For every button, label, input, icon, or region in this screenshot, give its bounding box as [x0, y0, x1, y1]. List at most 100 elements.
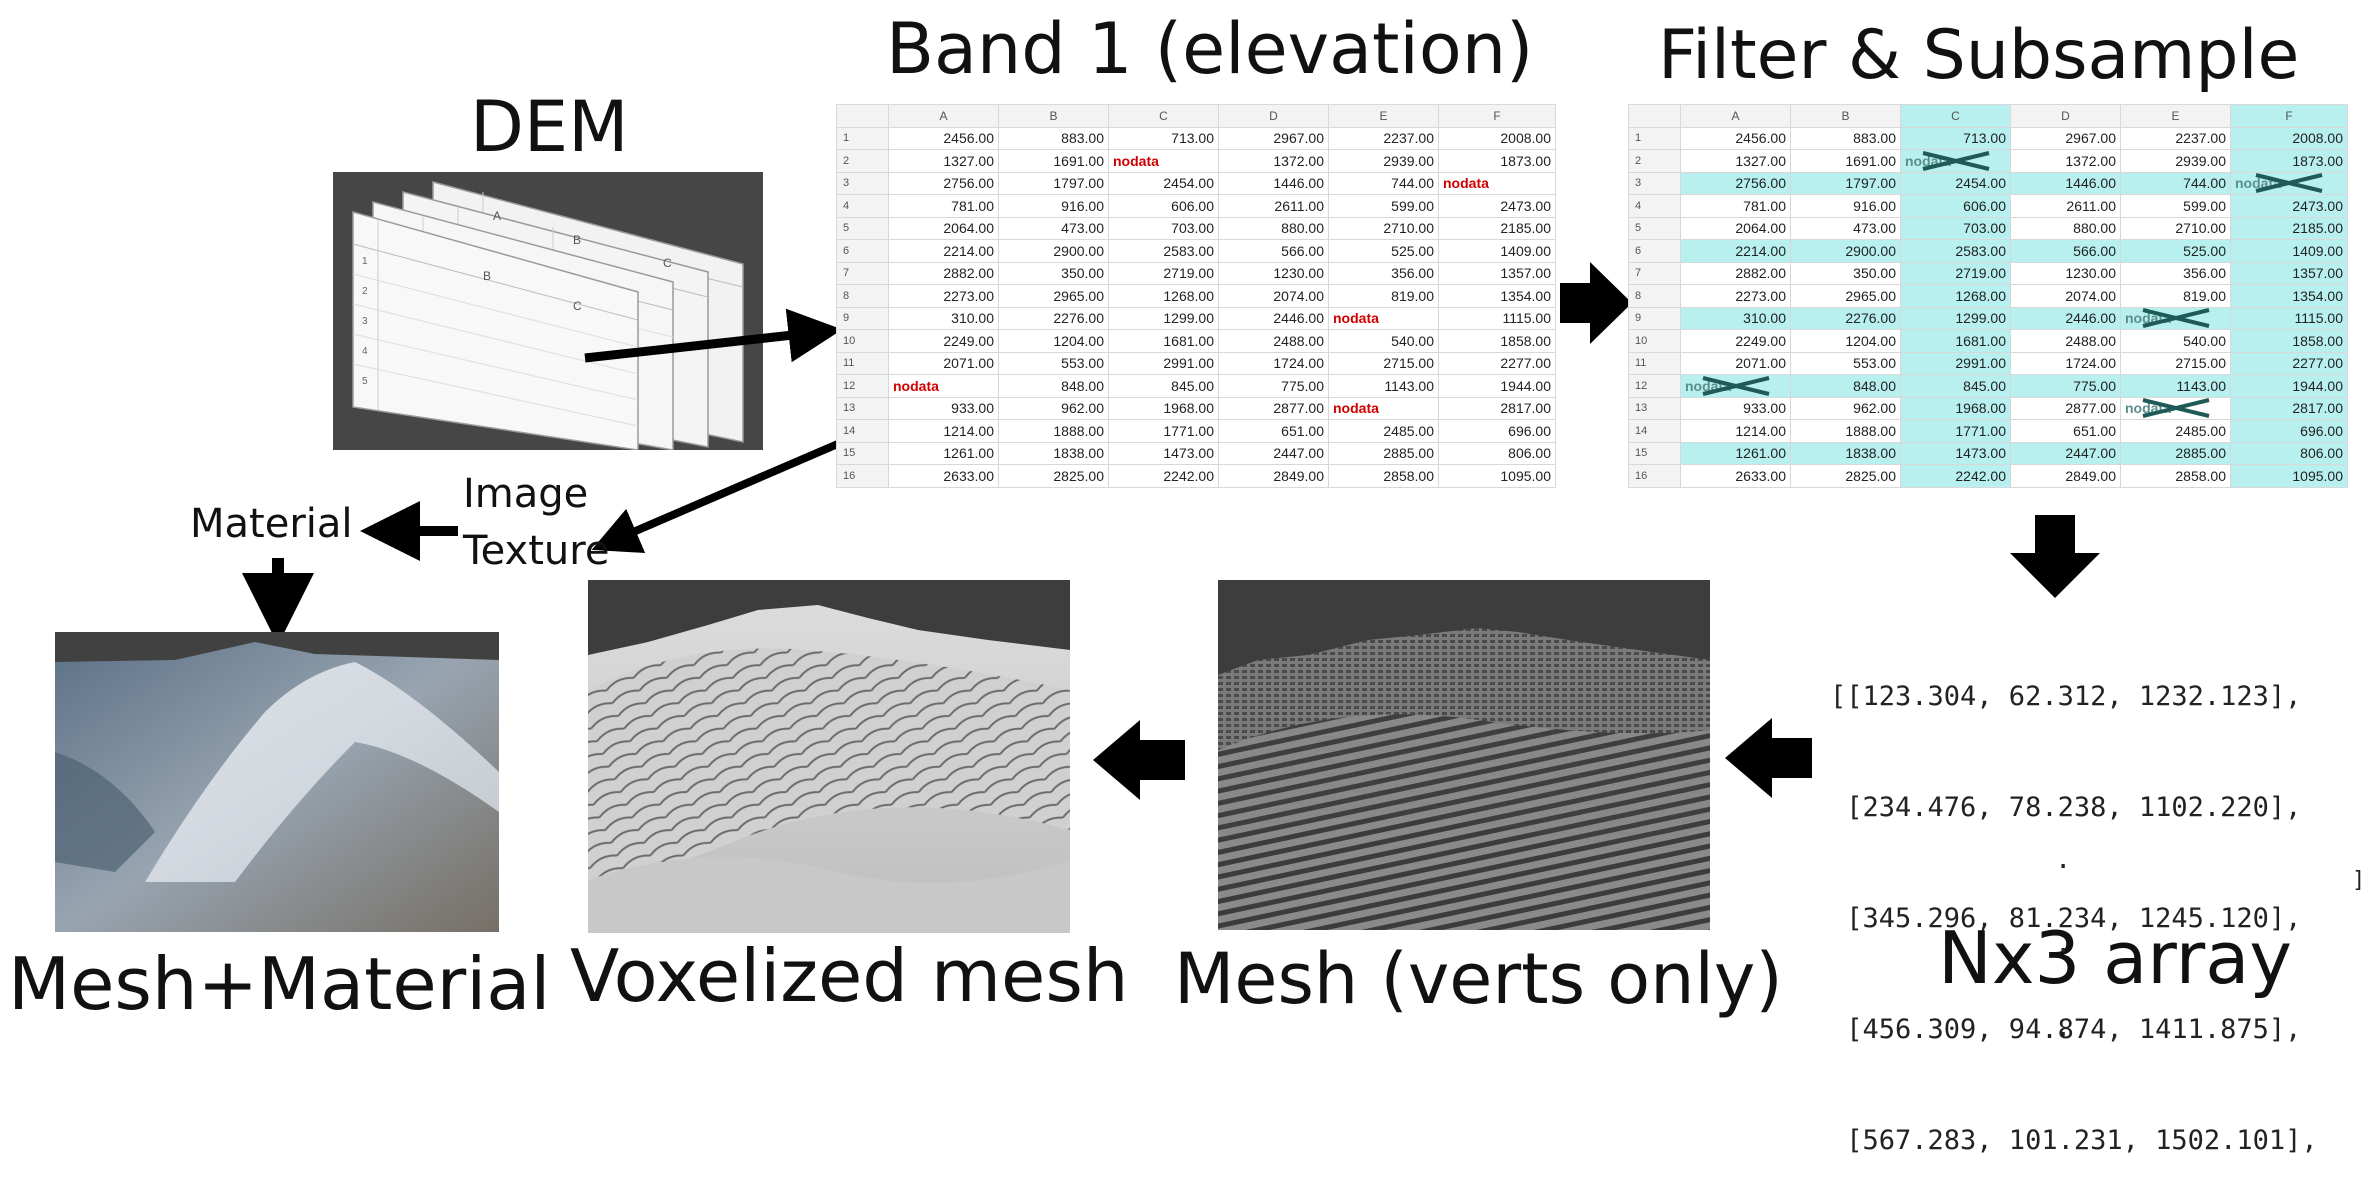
row-number: 14 [836, 419, 889, 443]
table-cell: 2008.00 [2230, 126, 2348, 150]
table-cell: 350.00 [1790, 261, 1901, 285]
table-cell: 2273.00 [1680, 284, 1791, 308]
column-header: A [1680, 104, 1791, 128]
dem-col-label: C [573, 299, 582, 313]
table-cell: 525.00 [2120, 239, 2231, 263]
table-row: 13 933.00 962.00 1968.00 2877.00 nodata 2817.0… [1628, 396, 2348, 420]
table-cell: 2454.00 [1108, 171, 1219, 195]
table-cell: 553.00 [1790, 351, 1901, 375]
table-cell: 2849.00 [1218, 464, 1329, 488]
table-cell: 2817.00 [1438, 396, 1556, 420]
column-header: F [1438, 104, 1556, 128]
table-cell: 2991.00 [1108, 351, 1219, 375]
table-cell: 713.00 [1108, 126, 1219, 150]
table-cell: 696.00 [2230, 419, 2348, 443]
column-header: E [1328, 104, 1439, 128]
table-row: 15 1261.00 1838.00 1473.00 2447.00 2885.00 806… [1628, 441, 2348, 465]
table-cell: 2446.00 [1218, 306, 1329, 330]
table-cell: 2237.00 [1328, 126, 1439, 150]
row-number: 11 [1628, 351, 1681, 375]
row-number: 3 [1628, 171, 1681, 195]
dem-col-label: A [493, 209, 501, 223]
dem-title: DEM [470, 86, 629, 168]
table-cell: 1299.00 [1108, 306, 1219, 330]
table-cell: 883.00 [998, 126, 1109, 150]
table-cell: 2858.00 [2120, 464, 2231, 488]
table-cell: 1858.00 [2230, 329, 2348, 353]
table-cell: 2611.00 [2010, 194, 2121, 218]
dem-row-label: 1 [362, 256, 368, 267]
row-number: 12 [836, 374, 889, 398]
table-cell: 2583.00 [1900, 239, 2011, 263]
table-row: 16 2633.00 2825.00 2242.00 2849.00 2858.00 109… [836, 464, 1556, 488]
table-cell: 2967.00 [2010, 126, 2121, 150]
table-cell: 1797.00 [998, 171, 1109, 195]
filter-title: Filter & Subsample [1658, 16, 2300, 95]
table-cell: 651.00 [2010, 419, 2121, 443]
table-cell: 2185.00 [1438, 216, 1556, 240]
scissors-icon [1922, 150, 1989, 171]
table-cell: 356.00 [1328, 261, 1439, 285]
table-cell: 845.00 [1108, 374, 1219, 398]
table-cell: 2715.00 [2120, 351, 2231, 375]
table-cell: 819.00 [1328, 284, 1439, 308]
table-row: 2 1327.00 1691.00 nodata 1372.00 2939.00 1873.… [1628, 149, 2348, 173]
table-cell: nodata [1108, 149, 1219, 173]
table-cell: 1115.00 [1438, 306, 1556, 330]
arrow-icon [2010, 515, 2100, 598]
row-number: 16 [1628, 464, 1681, 488]
column-header: B [998, 104, 1109, 128]
table-cell: 566.00 [2010, 239, 2121, 263]
table-cell: 473.00 [1790, 216, 1901, 240]
table-cell: 1473.00 [1900, 441, 2011, 465]
row-number: 13 [1628, 396, 1681, 420]
table-row: 2 1327.00 1691.00 nodata 1372.00 2939.00 1873.… [836, 149, 1556, 173]
array-close-bracket: ] [2352, 868, 2366, 893]
table-cell: 1261.00 [1680, 441, 1791, 465]
table-cell: 2071.00 [888, 351, 999, 375]
table-cell: 1327.00 [888, 149, 999, 173]
table-row: 11 2071.00 553.00 2991.00 1724.00 2715.00 2277… [836, 351, 1556, 375]
dem-row-label: 5 [362, 376, 368, 387]
table-row: 1 2456.00 883.00 713.00 2967.00 2237.00 2008.0… [1628, 126, 2348, 150]
table-cell: 1944.00 [1438, 374, 1556, 398]
table-cell: 2611.00 [1218, 194, 1329, 218]
table-cell: nodata [2120, 396, 2231, 420]
material-label: Material [190, 501, 353, 547]
row-number: 2 [836, 149, 889, 173]
table-cell: 916.00 [998, 194, 1109, 218]
table-cell: 2447.00 [1218, 441, 1329, 465]
table-cell: 1143.00 [1328, 374, 1439, 398]
sheet-corner [1628, 104, 1681, 128]
table-cell: 2710.00 [1328, 216, 1439, 240]
table-cell: 1681.00 [1900, 329, 2011, 353]
table-row: 10 2249.00 1204.00 1681.00 2488.00 540.00 1858… [1628, 329, 2348, 353]
table-cell: 1327.00 [1680, 149, 1791, 173]
table-cell: 2583.00 [1108, 239, 1219, 263]
scissors-icon [2142, 308, 2209, 329]
table-cell: 1204.00 [1790, 329, 1901, 353]
table-cell: 1095.00 [1438, 464, 1556, 488]
table-cell: 350.00 [998, 261, 1109, 285]
row-number: 7 [1628, 261, 1681, 285]
table-row: 3 2756.00 1797.00 2454.00 1446.00 744.00 nodat… [836, 171, 1556, 195]
column-header: F [2230, 104, 2348, 128]
column-header: A [888, 104, 999, 128]
table-cell: 2715.00 [1328, 351, 1439, 375]
table-cell: 848.00 [998, 374, 1109, 398]
table-cell: 848.00 [1790, 374, 1901, 398]
table-cell: nodata [1438, 171, 1556, 195]
table-cell: 2447.00 [2010, 441, 2121, 465]
table-row: 11 2071.00 553.00 2991.00 1724.00 2715.00 2277… [1628, 351, 2348, 375]
row-number: 7 [836, 261, 889, 285]
table-row: 1 2456.00 883.00 713.00 2967.00 2237.00 2008.0… [836, 126, 1556, 150]
row-number: 8 [1628, 284, 1681, 308]
table-cell: nodata [1328, 306, 1439, 330]
table-cell: 2277.00 [1438, 351, 1556, 375]
table-row: 7 2882.00 350.00 2719.00 1230.00 356.00 1357.0… [836, 261, 1556, 285]
table-cell: 356.00 [2120, 261, 2231, 285]
table-cell: nodata [2120, 306, 2231, 330]
table-cell: 775.00 [1218, 374, 1329, 398]
table-cell: 1797.00 [1790, 171, 1901, 195]
